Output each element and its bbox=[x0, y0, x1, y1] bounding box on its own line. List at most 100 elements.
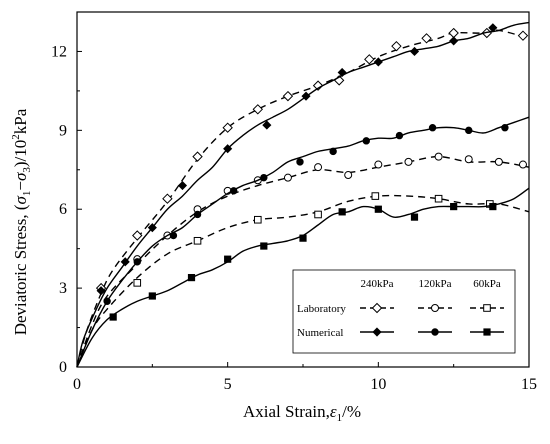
data-point-num240 bbox=[96, 286, 106, 296]
data-point-lab60 bbox=[434, 194, 443, 203]
x-axis-title-sub: 1 bbox=[337, 412, 343, 424]
y-tick-label: 6 bbox=[59, 201, 67, 218]
y-axis-title-sup: 2 bbox=[10, 134, 22, 140]
data-point-num120 bbox=[501, 124, 509, 132]
data-point-num120 bbox=[362, 137, 370, 145]
data-point-lab120 bbox=[344, 171, 353, 180]
y-tick-label: 0 bbox=[59, 359, 67, 376]
x-tick-label: 10 bbox=[370, 376, 386, 393]
data-point-lab120 bbox=[518, 160, 527, 169]
data-point-num60 bbox=[450, 202, 458, 211]
x-axis-title-symbol: ε bbox=[330, 402, 337, 421]
legend-row-label: Numerical bbox=[297, 327, 343, 339]
legend-column-header: 120kPa bbox=[419, 278, 452, 290]
data-point-num240 bbox=[262, 120, 272, 130]
data-point-lab120 bbox=[314, 163, 323, 172]
legend-box bbox=[292, 269, 516, 354]
x-axis-title: Axial Strain,ε1/% bbox=[243, 402, 361, 424]
legend-column-header: 60kPa bbox=[473, 278, 501, 290]
data-point-lab240 bbox=[252, 104, 264, 115]
data-point-num120 bbox=[329, 147, 337, 156]
data-point-num60 bbox=[410, 213, 419, 221]
data-point-num240 bbox=[301, 91, 311, 101]
data-point-lab60 bbox=[193, 236, 202, 245]
legend-swatch-marker-num240 bbox=[372, 327, 382, 337]
data-point-lab240 bbox=[364, 54, 375, 65]
data-point-num60 bbox=[489, 202, 497, 211]
y-axis-title-unit: kPa bbox=[11, 108, 30, 134]
data-point-num240 bbox=[177, 180, 188, 191]
data-point-lab240 bbox=[391, 40, 402, 52]
data-point-num240 bbox=[449, 36, 459, 46]
x-axis-title-unit: /% bbox=[342, 402, 361, 421]
data-point-lab60 bbox=[314, 210, 322, 219]
data-point-num240 bbox=[373, 57, 383, 67]
data-point-num120 bbox=[169, 231, 178, 240]
data-point-lab240 bbox=[421, 33, 432, 44]
data-point-num120 bbox=[465, 126, 473, 135]
data-point-lab240 bbox=[517, 30, 529, 41]
x-tick-label: 5 bbox=[224, 376, 232, 393]
data-point-num60 bbox=[260, 242, 268, 250]
data-point-lab60 bbox=[254, 215, 262, 224]
y-axis-title-sigma3: σ bbox=[11, 172, 30, 181]
data-point-num60 bbox=[338, 208, 346, 216]
y-axis-title: Deviatoric Stress, (σ1−σ3)/102kPa bbox=[10, 108, 33, 335]
data-point-lab240 bbox=[448, 27, 459, 39]
data-point-num120 bbox=[260, 173, 268, 182]
data-point-num120 bbox=[395, 131, 404, 140]
plot-area: 0 5 10 15 0 3 6 9 12 240kPa 120kPa 60kPa Laboratory N… bbox=[51, 11, 537, 393]
data-point-num240 bbox=[337, 67, 347, 78]
data-point-lab240 bbox=[312, 80, 324, 91]
data-point-lab240 bbox=[282, 90, 294, 102]
data-point-num120 bbox=[103, 297, 111, 305]
legend-swatch-marker-lab60 bbox=[483, 304, 491, 312]
y-axis-title-prefix: Deviatoric Stress, ( bbox=[11, 204, 30, 335]
data-point-num120 bbox=[428, 124, 437, 132]
data-point-num240 bbox=[223, 144, 233, 154]
series-num60 bbox=[76, 187, 530, 368]
y-tick-label: 3 bbox=[59, 280, 67, 297]
legend-column-header: 240kPa bbox=[361, 278, 394, 290]
data-point-num240 bbox=[488, 23, 498, 33]
data-point-lab240 bbox=[222, 122, 233, 133]
data-point-num120 bbox=[229, 187, 238, 195]
data-point-num60 bbox=[374, 205, 382, 213]
legend-swatch-marker-lab120 bbox=[431, 304, 439, 312]
data-point-lab240 bbox=[132, 230, 143, 241]
data-point-num60 bbox=[148, 292, 156, 300]
series-lab240 bbox=[76, 27, 530, 368]
x-tick-label: 15 bbox=[521, 376, 537, 393]
y-axis-title-suffix: )/10 bbox=[11, 140, 30, 167]
series-num120 bbox=[76, 116, 530, 368]
data-point-num240 bbox=[120, 257, 130, 267]
data-point-num60 bbox=[299, 234, 307, 242]
data-point-lab120 bbox=[494, 157, 503, 166]
series-line-num120 bbox=[76, 116, 530, 368]
data-point-num60 bbox=[109, 313, 117, 321]
y-axis-title-sub1: 1 bbox=[21, 191, 33, 197]
legend-row-label: Laboratory bbox=[297, 303, 346, 315]
data-point-lab60 bbox=[133, 279, 142, 287]
legend-swatch-marker-num120 bbox=[431, 328, 439, 336]
data-point-num120 bbox=[133, 258, 141, 266]
data-point-lab120 bbox=[434, 152, 443, 161]
y-tick-label: 9 bbox=[59, 122, 67, 139]
data-point-num60 bbox=[187, 273, 196, 282]
data-point-num120 bbox=[193, 210, 202, 219]
y-axis-title-minus: − bbox=[11, 181, 30, 191]
y-axis-title-sigma1: σ bbox=[11, 195, 30, 204]
data-point-num60 bbox=[224, 255, 232, 263]
data-point-num240 bbox=[409, 46, 420, 57]
series-line-lab120 bbox=[76, 155, 530, 368]
x-tick-label: 0 bbox=[73, 376, 81, 393]
y-axis-title-sub3: 3 bbox=[21, 167, 33, 173]
data-point-lab120 bbox=[464, 155, 473, 164]
series-num240 bbox=[76, 21, 530, 368]
legend: 240kPa 120kPa 60kPa Laboratory Numerical bbox=[292, 269, 516, 354]
x-axis-title-text: Axial Strain, bbox=[243, 402, 330, 421]
data-point-lab120 bbox=[283, 173, 292, 182]
data-point-lab120 bbox=[404, 157, 413, 166]
data-point-lab240 bbox=[162, 193, 173, 204]
